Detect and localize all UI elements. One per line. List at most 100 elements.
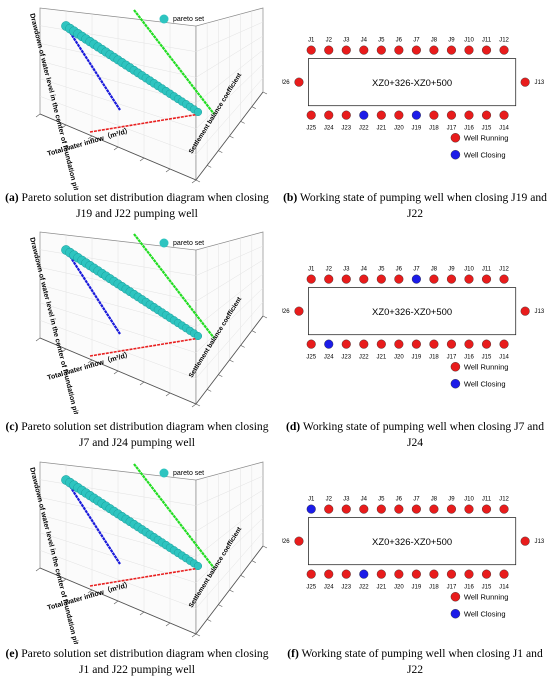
well-label: J16 — [464, 584, 474, 590]
pit-label: XZ0+326-XZ0+500 — [372, 536, 452, 547]
well-label: J17 — [447, 354, 457, 360]
well-marker — [359, 569, 369, 579]
plot-frame — [35, 461, 268, 638]
x-tick — [113, 600, 119, 605]
pareto-point — [193, 561, 203, 571]
y-tick — [229, 135, 234, 139]
well-marker — [324, 569, 334, 579]
legend-closing-label: Well Closing — [464, 380, 506, 389]
well-marker — [520, 536, 530, 546]
well-label: J11 — [482, 267, 492, 273]
legend-running-marker — [450, 592, 461, 602]
well-marker — [464, 569, 474, 579]
gridline — [195, 531, 264, 609]
well-label: J18 — [429, 584, 439, 590]
pareto-point — [193, 331, 203, 341]
well-marker — [376, 45, 386, 55]
well-label: J4 — [361, 497, 368, 503]
y-tick — [207, 389, 212, 392]
well-label: J21 — [376, 354, 386, 360]
well-label: J22 — [359, 354, 369, 360]
well-marker — [306, 110, 316, 120]
pit-label: XZ0+326-XZ0+500 — [372, 306, 452, 317]
well-marker — [481, 339, 492, 349]
well-marker — [481, 45, 492, 55]
well-marker — [376, 504, 386, 514]
x-tick — [87, 589, 93, 594]
well-label: J10 — [464, 267, 474, 273]
projection-green — [133, 9, 215, 115]
well-label: J15 — [482, 584, 492, 590]
legend-label: pareto set — [173, 16, 204, 23]
well-marker — [324, 339, 334, 349]
legend-closing-label: Well Closing — [464, 151, 506, 160]
well-marker — [394, 45, 404, 55]
well-marker — [429, 45, 439, 55]
well-marker — [294, 306, 304, 316]
well-marker — [306, 274, 316, 284]
well-marker — [341, 339, 351, 349]
well-marker — [429, 339, 439, 349]
well-marker — [411, 504, 421, 514]
well-label: J12 — [499, 38, 509, 44]
well-label: J25 — [306, 125, 316, 131]
well-label: J14 — [499, 125, 509, 131]
well-marker — [341, 274, 351, 284]
well-marker — [411, 45, 421, 55]
y-tick — [262, 315, 268, 319]
y-tick — [251, 106, 256, 109]
well-label: J5 — [378, 38, 385, 44]
well-marker — [341, 504, 351, 514]
x-tick — [87, 359, 93, 364]
y-tick — [195, 633, 201, 637]
well-marker — [411, 274, 421, 284]
well-marker — [394, 110, 404, 120]
well-marker — [324, 504, 334, 514]
plot-frame — [35, 7, 268, 184]
well-label: J13 — [535, 80, 544, 86]
projection-red — [89, 113, 201, 133]
well-marker — [429, 274, 439, 284]
legend-label: pareto set — [173, 240, 204, 247]
legend-marker — [159, 468, 169, 478]
pareto-3d-plot-e: pareto set Drawdown of water level in th… — [0, 456, 275, 665]
caption-a: (a) Pareto solution set distribution dia… — [5, 191, 269, 220]
x-tick — [35, 337, 41, 342]
well-marker — [376, 110, 386, 120]
well-label: J20 — [394, 584, 404, 590]
well-marker — [499, 569, 509, 579]
legend-label: pareto set — [173, 470, 204, 477]
y-tick — [207, 165, 212, 168]
projection-blue — [65, 25, 121, 111]
well-marker — [499, 339, 509, 349]
legend-running-label: Well Running — [464, 363, 509, 372]
well-marker — [376, 339, 386, 349]
well-label: J25 — [306, 584, 316, 590]
well-label: J8 — [431, 38, 438, 44]
well-marker — [341, 110, 351, 120]
y-tick — [218, 374, 223, 377]
well-marker — [341, 569, 351, 579]
well-marker — [520, 306, 530, 316]
plot-svg-c: pareto set Drawdown of water level in th… — [28, 231, 268, 435]
projection-blue — [65, 249, 121, 335]
well-marker — [341, 45, 351, 55]
y-tick — [218, 150, 223, 153]
well-marker — [411, 110, 421, 120]
well-marker — [429, 569, 439, 579]
well-label: J10 — [464, 497, 474, 503]
well-layout-d: J1 J2 J3 J4 J5 J6 J7 J8 J9 J10 J11 J12 XZ0+326-XZ0+5… — [282, 267, 544, 389]
projection-red — [89, 567, 201, 587]
y-tick — [195, 403, 201, 407]
caption-c: (c) Pareto solution set distribution dia… — [5, 420, 269, 449]
well-marker — [429, 110, 439, 120]
caption-b: (b) Working state of pumping well when c… — [283, 191, 547, 220]
well-label: J7 — [413, 38, 420, 44]
well-label: J8 — [431, 497, 438, 503]
well-marker — [446, 504, 456, 514]
projection-green — [133, 463, 215, 569]
well-label: J23 — [341, 125, 351, 131]
x-tick — [87, 135, 93, 140]
well-label: J6 — [396, 38, 403, 44]
pit-label: XZ0+326-XZ0+500 — [372, 77, 452, 88]
